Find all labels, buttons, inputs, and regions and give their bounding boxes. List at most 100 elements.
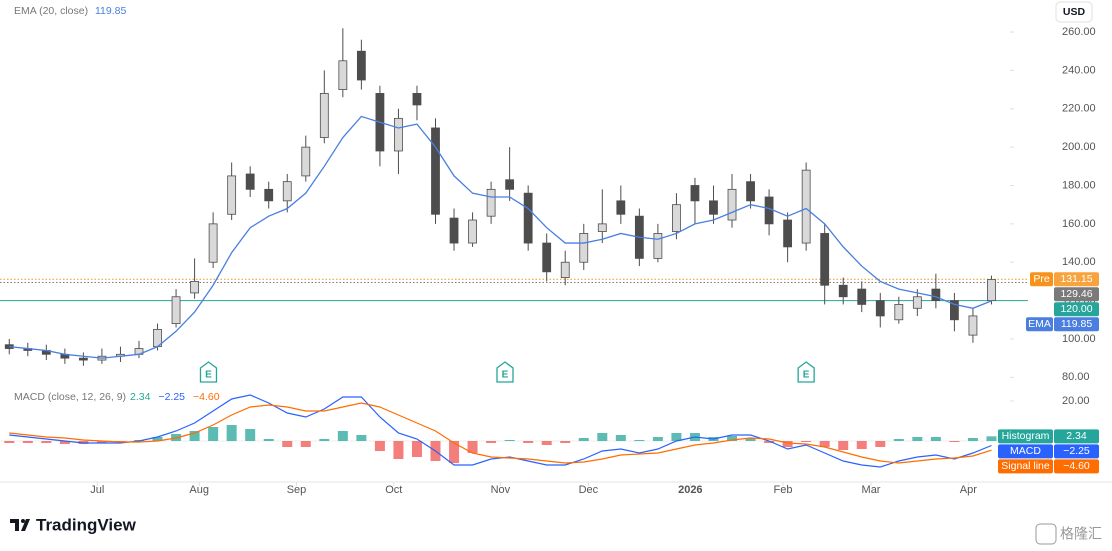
indicator-value: 119.85 <box>95 5 126 17</box>
candle-body <box>820 233 830 286</box>
axis-tag-label: −2.25 <box>1063 445 1090 457</box>
candle-body <box>857 288 867 305</box>
candle-body <box>801 169 811 244</box>
logo-text: TradingView <box>36 515 137 534</box>
watermark-icon <box>1035 523 1057 545</box>
indicator-name: MACD (close, 12, 26, 9) <box>14 391 126 403</box>
candle-body <box>523 192 533 244</box>
axis-tag-label: 120.00 <box>1060 303 1092 315</box>
candle-body <box>709 200 718 215</box>
histogram-bar <box>467 441 478 453</box>
axis-tag-label: MACD <box>1010 445 1041 457</box>
histogram-bar <box>986 436 997 441</box>
y-tick-label: 200.00 <box>1062 141 1096 153</box>
histogram-bar <box>337 431 348 441</box>
histogram-bar <box>893 439 904 441</box>
axis-tag <box>1054 429 1099 444</box>
histogram-bar <box>356 435 367 441</box>
histogram-bar <box>486 441 497 443</box>
axis-tag-label: Histogram <box>1002 430 1050 442</box>
currency: USD <box>1063 6 1086 18</box>
histogram-bar <box>59 441 70 444</box>
axis-tag-label: EMA <box>1028 318 1051 330</box>
candle-body <box>338 60 348 90</box>
candle-body <box>727 188 737 221</box>
candle-body <box>356 50 366 81</box>
candle-body <box>968 315 978 336</box>
candle-body <box>764 196 774 225</box>
histogram-bar <box>615 435 626 441</box>
candle-body <box>245 173 255 190</box>
candle-body <box>468 219 477 244</box>
histogram-bar <box>226 425 237 441</box>
indicator-name: EMA (20, close) <box>14 5 88 17</box>
candle-body <box>412 93 422 106</box>
candle-body <box>597 223 607 232</box>
y-tick-label: 260.00 <box>1062 26 1096 38</box>
x-tick-label: Jul <box>90 484 104 496</box>
y-tick-label: 160.00 <box>1062 218 1096 230</box>
histogram-bar <box>208 427 219 441</box>
histogram-bar <box>4 441 15 443</box>
axis-tag-label: Signal line <box>1001 460 1050 472</box>
logo-dot <box>21 519 25 523</box>
histogram-bar <box>764 441 775 443</box>
histogram-bar <box>727 436 738 441</box>
axis-tag <box>1054 302 1099 317</box>
axis-tag <box>1054 272 1099 287</box>
candle-body <box>449 217 459 244</box>
histogram-bar <box>838 441 849 450</box>
currency-box[interactable] <box>1055 1 1093 23</box>
histogram-bar <box>652 437 663 441</box>
histogram-bar <box>856 441 867 449</box>
candle-body <box>486 188 496 217</box>
candle-body <box>319 93 329 138</box>
x-tick-label: Dec <box>579 484 599 496</box>
candle-body <box>746 181 755 202</box>
histogram-bar <box>245 429 256 441</box>
watermark: 格隆汇 <box>1060 526 1102 542</box>
candle-body <box>301 146 311 177</box>
y-tick-label: 140.00 <box>1062 256 1096 268</box>
candle-body <box>282 181 292 202</box>
histogram-bar <box>578 438 589 441</box>
earnings-marker <box>797 361 815 383</box>
axis-tag-label: 129.46 <box>1060 288 1092 300</box>
histogram-bar <box>393 441 404 459</box>
x-tick-label: Nov <box>491 484 511 496</box>
y-tick-label: 100.00 <box>1062 333 1096 345</box>
x-tick-label: Feb <box>773 484 792 496</box>
earnings-label: E <box>205 370 212 381</box>
x-tick-label: Oct <box>385 484 402 496</box>
histogram-bar <box>801 441 812 442</box>
y-tick-label: 180.00 <box>1062 179 1096 191</box>
y-tick-label: 240.00 <box>1062 64 1096 76</box>
histogram-bar <box>819 441 830 447</box>
candle-body <box>616 200 626 215</box>
candle-body <box>431 127 440 215</box>
axis-tag-label: 131.15 <box>1060 273 1092 285</box>
candle-body <box>190 281 199 294</box>
axis-tag <box>1026 317 1053 332</box>
candle-body <box>672 204 681 232</box>
y-tick-label: 20.00 <box>1062 395 1090 407</box>
indicator-value: 2.34 <box>130 391 151 403</box>
axis-tag <box>998 429 1053 444</box>
candle-body <box>987 279 996 301</box>
histogram-bar <box>504 440 515 441</box>
candle-body <box>950 300 959 321</box>
y-tick-label: 220.00 <box>1062 103 1096 115</box>
histogram-bar <box>96 441 107 443</box>
histogram-bar <box>745 438 756 441</box>
candle-body <box>171 296 181 325</box>
histogram-bar <box>930 437 941 441</box>
histogram-bar <box>560 441 571 443</box>
candle-body <box>838 284 848 298</box>
candle-body <box>579 233 589 263</box>
axis-tag <box>1054 287 1099 302</box>
histogram-bar <box>282 441 293 447</box>
candle-body <box>560 261 570 278</box>
candle-body <box>875 300 885 317</box>
macd-line <box>9 394 992 468</box>
